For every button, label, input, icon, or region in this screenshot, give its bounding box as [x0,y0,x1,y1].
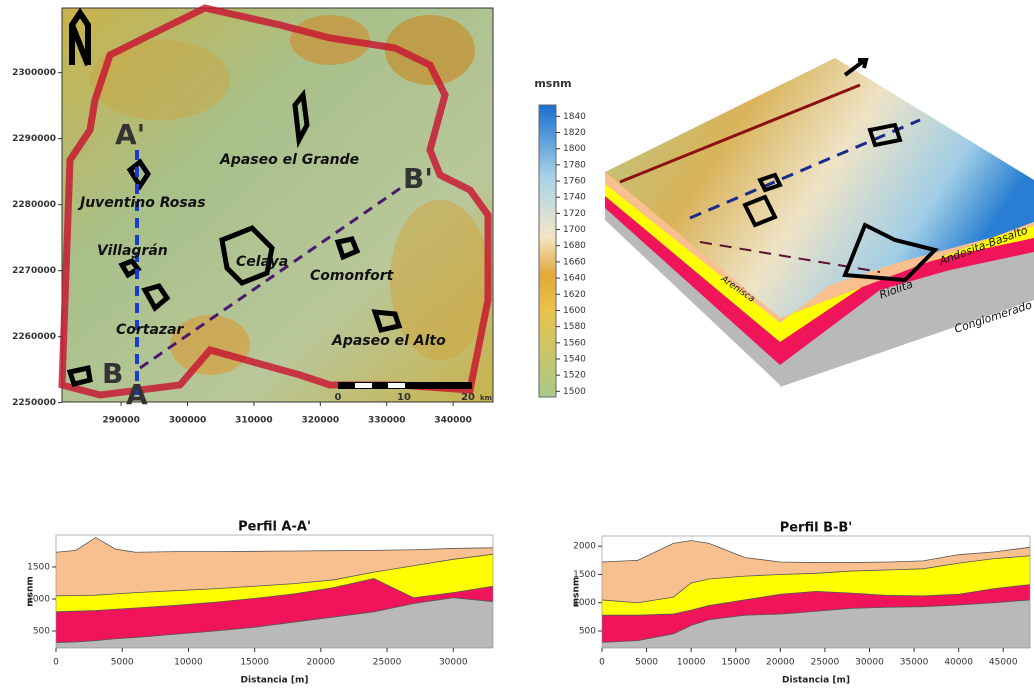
colorbar-tick-label: 1560 [563,338,586,348]
x-tick-label: 15000 [240,658,269,668]
y-axis-label: msnm [26,576,36,607]
x-tick-label: 30000 [855,658,884,668]
x-tick-label: 25000 [373,658,402,668]
colorbar-tick-label: 1680 [563,241,586,251]
colorbar-tick-label: 1540 [563,354,586,364]
x-tick-label: 0 [53,658,59,668]
y-tick-label: 2000 [573,542,596,552]
x-tick-label: 290000 [102,416,140,426]
x-axis-label: Distancia [m] [241,676,309,686]
y-tick-label: 500 [579,627,596,637]
section-label: B' [403,162,433,195]
place-label: Cortazar [116,322,185,338]
place-label: Comonfort [310,268,395,284]
x-tick-label: 10000 [174,658,203,668]
place-label: Villagrán [97,243,168,259]
block-diagram: Andesita-Basalto Riolita Conglomerado Ar… [605,58,1034,387]
colorbar-title: msnm [534,77,571,90]
x-tick-label: 10000 [677,658,706,668]
colorbar-tick-label: 1840 [563,112,586,122]
x-tick-label: 330000 [368,416,406,426]
x-tick-label: 20000 [766,658,795,668]
scale-label: 0 [335,392,342,403]
colorbar-tick-label: 1700 [563,225,586,235]
colorbar [539,105,556,397]
colorbar-tick-label: 1760 [563,177,586,187]
colorbar-tick-label: 1720 [563,209,586,219]
x-tick-label: 5000 [635,658,658,668]
section-label: A [126,378,148,411]
place-label: Apaseo el Alto [331,333,446,349]
scale-label: 20 [461,392,475,403]
x-tick-label: 40000 [944,658,973,668]
scale-label: 10 [397,392,411,403]
colorbar-tick-label: 1640 [563,274,586,284]
y-axis-label: msnm [572,577,582,608]
x-tick-label: 5000 [111,658,134,668]
colorbar-tick-label: 1800 [563,144,586,154]
section-label: B [102,357,123,390]
colorbar-tick-label: 1740 [563,193,586,203]
figure: Juventino Rosas Villagrán Celaya Comonfo… [0,0,1034,690]
x-tick-label: 0 [599,658,605,668]
y-tick-label: 500 [33,627,50,637]
x-tick-label: 45000 [989,658,1018,668]
colorbar-tick-label: 1500 [563,387,586,397]
place-label: Juventino Rosas [77,195,206,211]
place-label: Apaseo el Grande [219,152,359,168]
y-tick-label: 2280000 [12,200,56,210]
profile-title: Perfil B-B' [780,521,853,536]
section-label: A' [115,118,145,151]
x-tick-label: 340000 [434,416,472,426]
x-tick-label: 310000 [235,416,273,426]
colorbar-tick-label: 1600 [563,306,586,316]
x-axis-label: Distancia [m] [782,676,850,686]
colorbar-tick-label: 1520 [563,371,586,381]
y-tick-label: 2260000 [12,332,56,342]
place-label: Celaya [236,254,288,270]
x-tick-label: 30000 [439,658,468,668]
scale-unit: km [480,394,492,402]
x-tick-label: 35000 [900,658,929,668]
x-tick-label: 20000 [307,658,336,668]
y-tick-label: 2290000 [12,134,56,144]
map: Juventino Rosas Villagrán Celaya Comonfo… [62,8,493,411]
colorbar-tick-label: 1660 [563,257,586,267]
profile-title: Perfil A-A' [238,520,311,535]
colorbar-tick-label: 1620 [563,290,586,300]
x-tick-label: 320000 [302,416,340,426]
x-tick-label: 25000 [811,658,840,668]
y-tick-label: 2270000 [12,266,56,276]
x-tick-label: 300000 [169,416,207,426]
colorbar-tick-label: 1820 [563,128,586,138]
x-tick-label: 15000 [721,658,750,668]
colorbar-tick-label: 1780 [563,160,586,170]
colorbar-tick-label: 1580 [563,322,586,332]
y-tick-label: 1500 [27,563,50,573]
y-tick-label: 2250000 [12,398,56,408]
y-tick-label: 2300000 [12,68,56,78]
